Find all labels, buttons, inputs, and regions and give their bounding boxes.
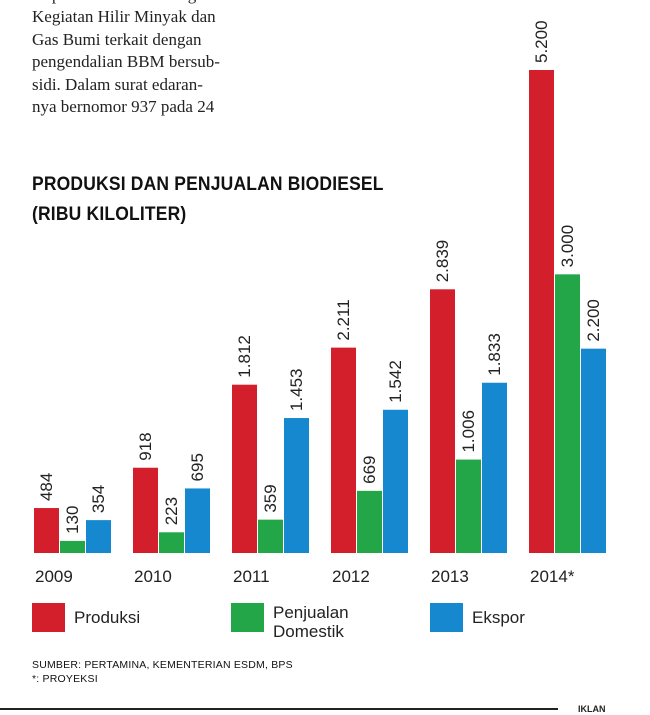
article-line: Gas Bumi terkait dengan: [32, 29, 202, 49]
chart-title: PRODUKSI DAN PENJUALAN BIODIESEL: [32, 174, 384, 195]
data-label: 1.812: [235, 335, 254, 378]
data-label: 2.839: [433, 240, 452, 283]
corner-tag: IKLAN: [578, 704, 606, 714]
bar-produksi-2013: [430, 289, 455, 553]
data-label: 695: [188, 453, 207, 481]
data-label: 2.200: [584, 299, 603, 342]
category-label: 2014*: [530, 567, 575, 586]
data-label: 3.000: [558, 225, 577, 268]
article-line: pengendalian BBM bersub-: [32, 52, 220, 71]
bar-ekspor-2013: [482, 382, 507, 553]
bar-ekspor-2009: [86, 520, 111, 553]
bar-produksi-2011: [232, 384, 257, 553]
legend-label-domestik-line1: Penjualan: [273, 603, 349, 622]
source-line: SUMBER: PERTAMINA, KEMENTERIAN ESDM, BPS: [32, 659, 293, 671]
data-label: 2.211: [334, 299, 353, 340]
data-label: 359: [261, 484, 280, 512]
category-label: 2011: [233, 567, 270, 586]
article-cut-line: Kepentasan Lintas Pengatur: [32, 0, 302, 6]
data-label: 1.453: [287, 368, 306, 411]
category-label: 2010: [134, 567, 172, 586]
article-text: Kepentasan Lintas Pengatur Kegiatan Hili…: [32, 0, 302, 119]
data-label: 5.200: [532, 20, 551, 63]
bar-penjualan-domestik-2014: [555, 274, 580, 553]
bar-produksi-2014: [529, 70, 554, 553]
bar-penjualan-domestik-2013: [456, 459, 481, 553]
bar-chart: 484 130 354 2009 918 223 695 2010 1.812 359 1.453 2…: [34, 20, 606, 586]
legend-domestik: Penjualan Domestik: [231, 603, 349, 641]
legend-swatch-ekspor: [430, 603, 463, 632]
data-label: 1.833: [485, 333, 504, 376]
article-line: Kegiatan Hilir Minyak dan: [32, 7, 216, 26]
legend-label-produksi: Produksi: [74, 608, 141, 627]
bar-penjualan-domestik-2009: [60, 540, 85, 553]
bar-ekspor-2010: [185, 488, 210, 553]
bar-produksi-2009: [34, 508, 59, 553]
data-label: 1.006: [459, 410, 478, 453]
data-label: 223: [162, 497, 181, 525]
legend-produksi: Produksi: [32, 603, 140, 632]
data-label: 354: [89, 485, 108, 513]
category-label: 2013: [431, 567, 469, 586]
article-line: sidi. Dalam surat edaran-: [32, 74, 203, 94]
data-label: 669: [360, 455, 379, 483]
legend-label-domestik-line2: Domestik: [273, 622, 344, 641]
legend-ekspor: Ekspor: [430, 603, 525, 632]
chart-subtitle: (RIBU KILOLITER): [32, 204, 187, 225]
data-label: 918: [136, 432, 155, 460]
bar-penjualan-domestik-2012: [357, 490, 382, 553]
bar-ekspor-2014: [581, 348, 606, 553]
bar-ekspor-2011: [284, 418, 309, 553]
projection-note: *: PROYEKSI: [32, 673, 98, 685]
data-label: 484: [37, 473, 56, 501]
article-line: nya bernomor 937 pada 24: [32, 97, 215, 116]
bar-penjualan-domestik-2010: [159, 532, 184, 553]
bar-produksi-2010: [133, 467, 158, 553]
bar-ekspor-2012: [383, 409, 408, 553]
data-label: 1.542: [386, 360, 405, 403]
source-note: SUMBER: PERTAMINA, KEMENTERIAN ESDM, BPS…: [32, 658, 293, 686]
legend-swatch-produksi: [32, 603, 65, 632]
category-label: 2012: [332, 567, 370, 586]
legend-label-ekspor: Ekspor: [472, 608, 525, 627]
legend-swatch-domestik: [231, 603, 264, 632]
data-label: 130: [63, 506, 82, 534]
legend-label-domestik: Penjualan Domestik: [273, 603, 349, 641]
bottom-rule: [0, 708, 558, 710]
category-label: 2009: [35, 567, 73, 586]
bar-produksi-2012: [331, 347, 356, 553]
chart-title-block: PRODUKSI DAN PENJUALAN BIODIESEL (RIBU K…: [32, 170, 384, 230]
bar-penjualan-domestik-2011: [258, 519, 283, 553]
